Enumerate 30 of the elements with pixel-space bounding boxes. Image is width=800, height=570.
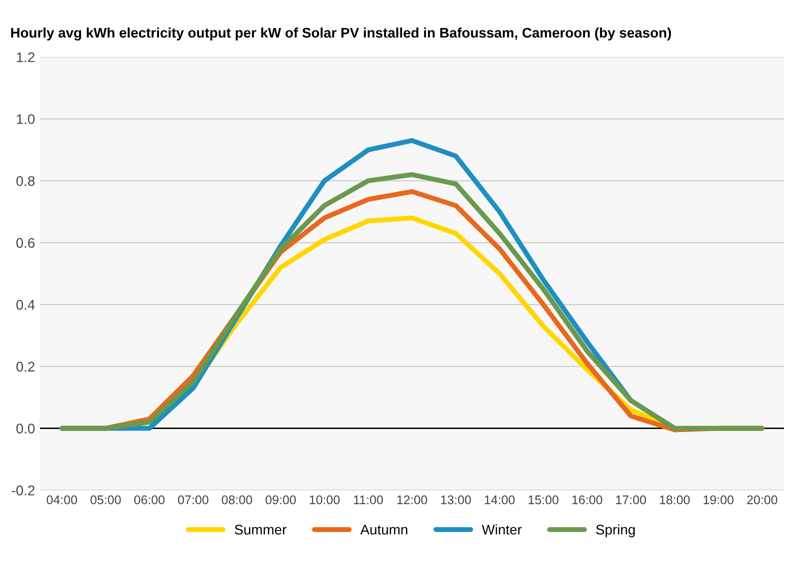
x-tick-label: 10:00 xyxy=(310,495,340,504)
x-tick-label: 13:00 xyxy=(441,495,471,504)
x-tick-label: 16:00 xyxy=(572,495,602,504)
y-tick-label: 0.2 xyxy=(16,362,34,372)
x-tick-label: 12:00 xyxy=(397,495,428,504)
y-tick-label: 0.4 xyxy=(16,300,35,310)
y-tick-label: 1.0 xyxy=(16,114,35,124)
y-tick-label: 0.0 xyxy=(16,424,35,434)
x-tick-label: 05:00 xyxy=(90,495,121,504)
x-tick-label: 07:00 xyxy=(178,495,208,504)
x-tick-label: 20:00 xyxy=(747,495,778,504)
x-tick-label: 15:00 xyxy=(528,495,558,504)
y-tick-label: 0.8 xyxy=(16,176,35,186)
y-tick-label: -0.2 xyxy=(12,486,34,496)
x-tick-label: 14:00 xyxy=(484,495,515,504)
x-tick-label: 08:00 xyxy=(222,495,252,504)
legend-label: Spring xyxy=(596,524,635,538)
x-tick-label: 17:00 xyxy=(616,495,646,504)
y-tick-label: 1.2 xyxy=(16,52,34,62)
legend-label: Autumn xyxy=(360,524,408,535)
x-tick-label: 06:00 xyxy=(134,495,165,504)
y-tick-label: 0.6 xyxy=(16,238,35,248)
x-tick-label: 18:00 xyxy=(660,495,690,504)
x-tick-label: 11:00 xyxy=(354,495,383,504)
chart-title: Hourly avg kWh electricity output per kW of Solar PV installed in Bafoussam, Cameroon (by season) xyxy=(11,27,671,40)
legend-label: Winter xyxy=(482,524,522,535)
legend-label: Summer xyxy=(234,524,286,535)
x-tick-label: 04:00 xyxy=(46,495,78,504)
x-tick-label: 09:00 xyxy=(266,495,296,504)
x-tick-label: 19:00 xyxy=(704,495,734,504)
